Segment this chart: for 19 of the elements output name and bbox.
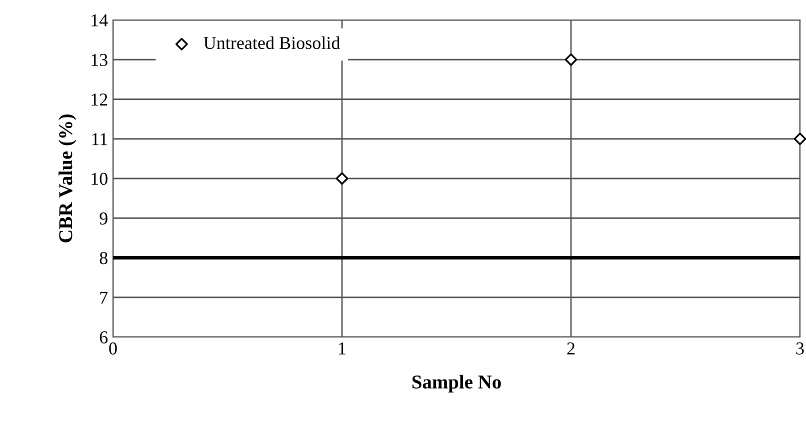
point bbox=[564, 53, 578, 66]
y-tick-label: 6 bbox=[100, 331, 108, 344]
x-tick-label: 0 bbox=[109, 342, 117, 355]
legend-label: Untreated Biosolid bbox=[204, 36, 340, 50]
y-tick-label: 9 bbox=[100, 212, 108, 225]
x-tick-label: 2 bbox=[567, 342, 575, 354]
y-tick-label: 8 bbox=[100, 252, 108, 264]
y-tick-label: 10 bbox=[92, 172, 108, 185]
point bbox=[336, 172, 348, 185]
x-axis-title: Sample No bbox=[412, 374, 501, 393]
point bbox=[794, 132, 806, 146]
y-tick-label: 12 bbox=[92, 94, 108, 106]
y-tick-label: 13 bbox=[92, 54, 108, 66]
x-tick-label: 1 bbox=[339, 342, 346, 354]
y-tick-label: 14 bbox=[92, 14, 108, 26]
y-tick-label: 11 bbox=[92, 133, 108, 146]
x-tick-label: 3 bbox=[796, 342, 804, 355]
y-axis-title: CBR Value (%) bbox=[58, 114, 76, 242]
y-tick-label: 7 bbox=[100, 292, 108, 304]
